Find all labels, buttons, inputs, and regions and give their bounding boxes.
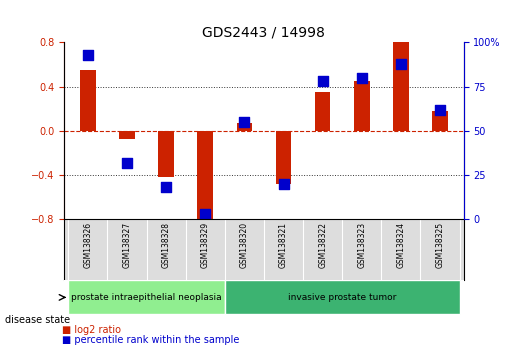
Text: invasive prostate tumor: invasive prostate tumor: [288, 293, 397, 302]
Bar: [276, 131, 291, 184]
Bar: [197, 131, 213, 221]
Bar: [158, 131, 174, 177]
Text: disease state: disease state: [5, 315, 70, 325]
Text: ■ log2 ratio: ■ log2 ratio: [62, 325, 121, 335]
Text: GSM138328: GSM138328: [162, 222, 170, 268]
Text: GSM138323: GSM138323: [357, 222, 366, 268]
Point: [357, 75, 366, 81]
Text: GSM138325: GSM138325: [436, 222, 444, 268]
Point: [241, 119, 249, 125]
Text: GSM138327: GSM138327: [123, 222, 131, 268]
Point: [201, 211, 210, 217]
Bar: [236, 123, 252, 131]
Text: GSM138322: GSM138322: [318, 222, 327, 268]
Point: [84, 52, 92, 58]
Text: GSM138320: GSM138320: [240, 222, 249, 268]
Bar: [119, 131, 135, 138]
Bar: [315, 92, 331, 131]
Point: [162, 184, 170, 190]
Text: prostate intraepithelial neoplasia: prostate intraepithelial neoplasia: [71, 293, 222, 302]
Point: [123, 160, 131, 165]
Text: GSM138329: GSM138329: [201, 222, 210, 268]
FancyBboxPatch shape: [225, 280, 459, 314]
Text: GSM138326: GSM138326: [83, 222, 92, 268]
Text: GSM138321: GSM138321: [279, 222, 288, 268]
Point: [318, 79, 327, 84]
Point: [397, 61, 405, 67]
Text: ■ percentile rank within the sample: ■ percentile rank within the sample: [62, 335, 239, 345]
Bar: [354, 81, 370, 131]
Bar: [393, 40, 409, 131]
Text: GSM138324: GSM138324: [397, 222, 405, 268]
Bar: [432, 111, 448, 131]
Point: [436, 107, 444, 113]
Title: GDS2443 / 14998: GDS2443 / 14998: [202, 26, 325, 40]
Bar: [80, 70, 96, 131]
FancyBboxPatch shape: [68, 280, 225, 314]
Point: [279, 181, 287, 187]
